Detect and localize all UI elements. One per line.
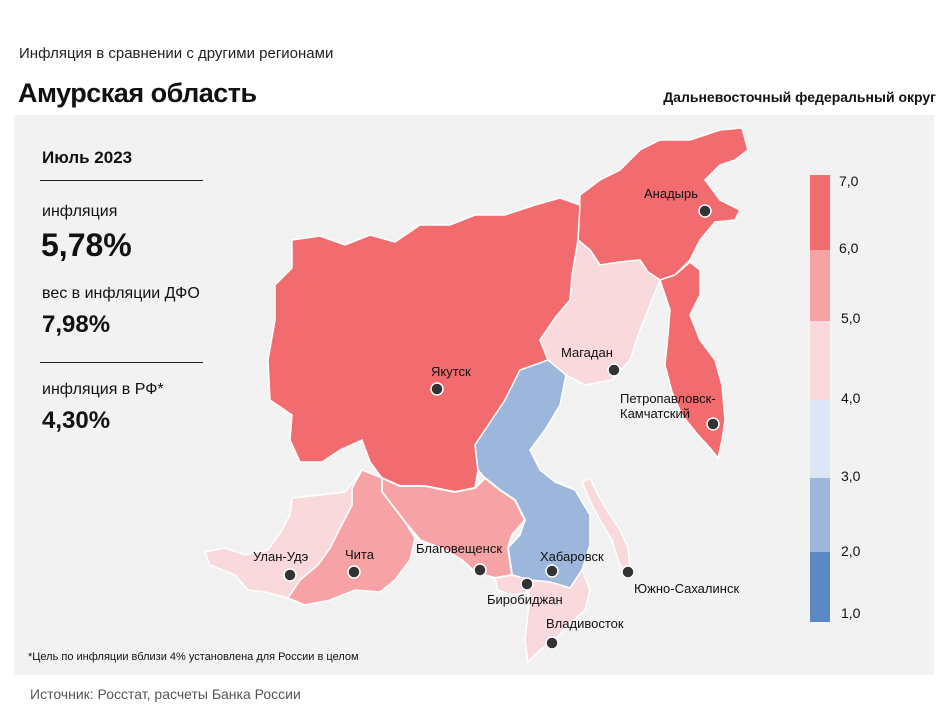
- city-label-ulan-ude: Улан-Удэ: [253, 549, 309, 564]
- city-label-blagoveshchensk: Благовещенск: [416, 541, 502, 556]
- region-amur[interactable]: [381, 476, 527, 580]
- city-dot-vladivostok[interactable]: [545, 636, 559, 650]
- footnote: *Цель по инфляции вблизи 4% установлена …: [28, 651, 359, 663]
- legend-tick-2: 2,0: [841, 543, 861, 559]
- subtitle: Инфляция в сравнении с другими регионами: [19, 45, 334, 62]
- city-dot-ulan-ude[interactable]: [283, 568, 297, 582]
- divider-top: [40, 180, 203, 181]
- rf-inflation-label: инфляция в РФ*: [42, 381, 164, 398]
- city-dot-anadyr[interactable]: [698, 204, 712, 218]
- region-chukotka[interactable]: [577, 127, 749, 281]
- region-buryatia[interactable]: [203, 469, 363, 599]
- region-primorye[interactable]: [524, 568, 591, 664]
- weight-value: 7,98%: [42, 311, 111, 338]
- city-dot-khabarovsk[interactable]: [545, 564, 559, 578]
- city-label-khabarovsk: Хабаровск: [540, 549, 604, 564]
- city-label-yakutsk: Якутск: [431, 364, 471, 379]
- legend-swatch-3-4: [810, 400, 830, 478]
- inflation-label: инфляция: [42, 203, 118, 220]
- legend-tick-1: 1,0: [841, 605, 861, 621]
- city-label-birobidzhan: Биробиджан: [487, 592, 563, 607]
- city-label-yuzhno-sakhalinsk: Южно-Сахалинск: [634, 581, 739, 596]
- legend-swatch-6-7: [810, 175, 830, 250]
- city-markers: Анадырь Магадан Якутск Петропавловск- Ка…: [253, 186, 739, 650]
- legend-swatch-4-5: [810, 321, 830, 400]
- weight-label: вес в инфляции ДФО: [42, 285, 200, 302]
- source-note: Источник: Росстат, расчеты Банка России: [30, 686, 301, 702]
- legend-tick-3: 3,0: [841, 468, 861, 484]
- city-dot-magadan[interactable]: [607, 363, 621, 377]
- city-dot-blagoveshchensk[interactable]: [473, 563, 487, 577]
- legend-swatch-1-2: [810, 552, 830, 622]
- city-label-anadyr: Анадырь: [644, 186, 698, 201]
- city-label-vladivostok: Владивосток: [546, 616, 624, 631]
- legend-swatch-2-3: [810, 478, 830, 552]
- inflation-value: 5,78%: [41, 227, 132, 263]
- city-label-chita: Чита: [345, 547, 375, 562]
- legend-tick-7: 7,0: [839, 173, 859, 189]
- region-yakutia[interactable]: [267, 197, 581, 493]
- city-dot-petropavlovsk[interactable]: [706, 417, 720, 431]
- color-legend: 7,0 6,0 5,0 4,0 3,0 2,0 1,0: [810, 173, 861, 622]
- legend-tick-4: 4,0: [841, 390, 861, 406]
- legend-tick-5: 5,0: [841, 310, 861, 326]
- region-jewish-ao[interactable]: [494, 574, 531, 596]
- city-label-petropavlovsk-1: Петропавловск-: [620, 391, 716, 406]
- page-title: Амурская область: [18, 78, 257, 108]
- city-dot-yuzhno-sakhalinsk[interactable]: [621, 565, 635, 579]
- city-dot-birobidzhan[interactable]: [520, 577, 534, 591]
- legend-tick-6: 6,0: [839, 240, 859, 256]
- city-label-magadan: Магадан: [561, 345, 613, 360]
- city-label-petropavlovsk-2: Камчатский: [620, 406, 690, 421]
- period-label: Июль 2023: [42, 148, 133, 167]
- divider-bottom: [40, 362, 203, 363]
- rf-inflation-value: 4,30%: [42, 407, 111, 434]
- city-dot-yakutsk[interactable]: [430, 382, 444, 396]
- district-label: Дальневосточный федеральный округ: [663, 89, 936, 105]
- city-dot-chita[interactable]: [347, 565, 361, 579]
- legend-swatch-5-6: [810, 250, 830, 321]
- region-kamchatka[interactable]: [659, 261, 726, 460]
